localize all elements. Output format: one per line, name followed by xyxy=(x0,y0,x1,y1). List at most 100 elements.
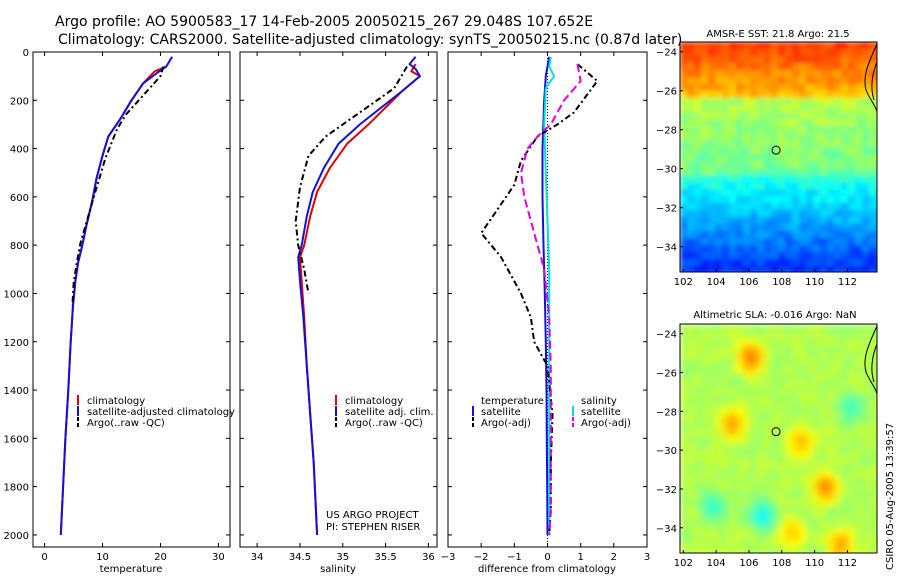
sla-cell xyxy=(722,401,730,409)
sst-cell xyxy=(869,224,877,232)
sla-cell xyxy=(855,534,863,542)
sla-cell xyxy=(722,436,730,444)
sst-cell xyxy=(750,203,758,211)
sla-cell xyxy=(792,478,800,486)
sla-cell xyxy=(848,527,856,535)
sst-cell xyxy=(834,70,842,78)
sla-cell xyxy=(708,527,716,535)
sla-cell xyxy=(869,464,877,472)
sla-cell xyxy=(848,548,856,553)
sla-cell xyxy=(701,422,709,430)
sst-cell xyxy=(848,182,856,190)
sla-cell xyxy=(841,450,849,458)
temperature-frame xyxy=(32,51,231,548)
sla-cell xyxy=(687,471,695,479)
sst-cell xyxy=(771,245,779,253)
sla-cell xyxy=(771,338,779,346)
sla-cell xyxy=(715,422,723,430)
sla-cell xyxy=(869,450,877,458)
sla-cell xyxy=(694,450,702,458)
sla-cell xyxy=(764,492,772,500)
sst-cell xyxy=(827,217,835,225)
sla-cell xyxy=(694,415,702,423)
sla-cell xyxy=(715,324,723,332)
sla-cell xyxy=(841,373,849,381)
sla-cell xyxy=(855,485,863,493)
sst-cell xyxy=(743,140,751,148)
sst-cell xyxy=(750,49,758,57)
sla-cell xyxy=(785,401,793,409)
sla-cell xyxy=(680,373,688,381)
sst-cell xyxy=(820,210,828,218)
sst-cell xyxy=(680,126,688,134)
sla-cell xyxy=(694,548,702,553)
sst-cell xyxy=(806,252,814,260)
sst-cell xyxy=(862,266,870,272)
sst-cell xyxy=(855,126,863,134)
sla-cell xyxy=(806,401,814,409)
salinity-axis-ticks: 34 34.5 35 35.5 36 xyxy=(240,51,437,563)
sst-cell xyxy=(820,42,828,50)
sst-cell xyxy=(722,224,730,232)
sst-cell xyxy=(827,182,835,190)
sst-map-panel: AMSR-E SST: 21.8 Argo: 21.5 102 104 106 108… xyxy=(656,29,878,288)
sla-cell xyxy=(792,331,800,339)
legend-label-temperature-satellite: satellite xyxy=(481,407,521,418)
sla-cell xyxy=(869,443,877,451)
sla-cell xyxy=(680,541,688,549)
sst-cell xyxy=(750,196,758,204)
sla-cell xyxy=(771,352,779,360)
sla-cell xyxy=(813,506,821,514)
sla-cell xyxy=(827,513,835,521)
sst-cell xyxy=(834,252,842,260)
sla-cell xyxy=(771,513,779,521)
sst-cell xyxy=(785,217,793,225)
sla-cell xyxy=(834,485,842,493)
sla-cell xyxy=(827,366,835,374)
sst-cell xyxy=(694,63,702,71)
sla-map-frame xyxy=(679,323,878,554)
sst-cell xyxy=(841,77,849,85)
sst-cell xyxy=(729,224,737,232)
sst-cell xyxy=(743,182,751,190)
sst-cell xyxy=(764,112,772,120)
sst-cell xyxy=(834,217,842,225)
sst-cell xyxy=(757,238,765,246)
sst-cell xyxy=(841,147,849,155)
sla-cell xyxy=(715,443,723,451)
sla-cell xyxy=(729,471,737,479)
sla-cell xyxy=(708,534,716,542)
sst-cell xyxy=(848,140,856,148)
sst-cell xyxy=(862,147,870,155)
sla-cell xyxy=(680,366,688,374)
x-tick-label: 108 xyxy=(772,277,791,288)
sla-cell xyxy=(778,359,786,367)
sst-cell xyxy=(820,91,828,99)
sst-cell xyxy=(820,133,828,141)
sst-cell xyxy=(792,119,800,127)
sla-cell xyxy=(806,471,814,479)
sla-cell xyxy=(862,436,870,444)
x-tick-label: 3 xyxy=(644,552,650,563)
sla-cell xyxy=(813,450,821,458)
sst-cell xyxy=(701,126,709,134)
sst-cell xyxy=(722,238,730,246)
legend-title-salinity: salinity xyxy=(581,396,617,407)
sla-cell xyxy=(834,457,842,465)
sst-cell xyxy=(778,105,786,113)
sla-cell xyxy=(694,527,702,535)
difference-xlabel: difference from climatology xyxy=(478,564,616,575)
coastline xyxy=(864,325,878,395)
sla-cell xyxy=(785,345,793,353)
sla-cell xyxy=(820,541,828,549)
sla-cell xyxy=(701,499,709,507)
sla-cell xyxy=(785,394,793,402)
sst-cell xyxy=(743,56,751,64)
sst-cell xyxy=(841,98,849,106)
sst-cell xyxy=(771,105,779,113)
sst-cell xyxy=(694,175,702,183)
sst-cell xyxy=(820,49,828,57)
sla-cell xyxy=(862,478,870,486)
sla-cell xyxy=(862,429,870,437)
sla-cell xyxy=(806,373,814,381)
